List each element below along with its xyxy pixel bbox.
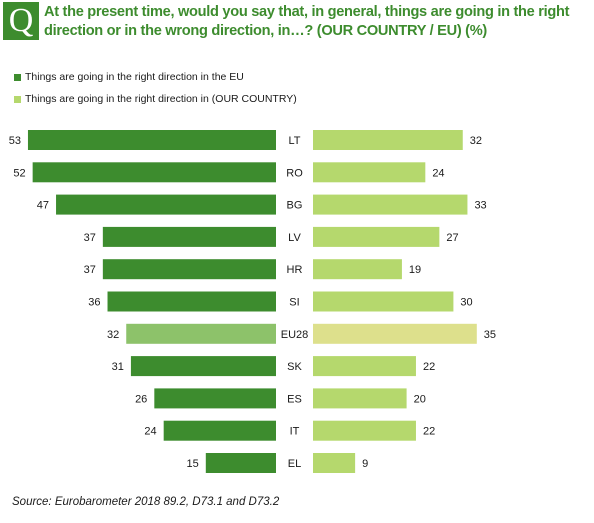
- value-label-country-it: 22: [423, 426, 435, 438]
- value-label-eu-it: 24: [144, 426, 156, 438]
- value-label-eu-eu28: 32: [107, 329, 119, 341]
- bar-eu-it: [163, 420, 276, 441]
- value-label-country-hr: 19: [409, 264, 421, 276]
- value-label-country-lv: 27: [446, 232, 458, 244]
- category-label-lt: LT: [288, 135, 300, 147]
- bar-country-es: [313, 388, 407, 409]
- source-note: Source: Eurobarometer 2018 89.2, D73.1 a…: [12, 496, 280, 508]
- category-label-es: ES: [287, 393, 302, 405]
- bar-country-si: [313, 291, 454, 312]
- bar-country-eu28: [313, 323, 477, 344]
- bar-country-ro: [313, 162, 426, 183]
- bar-eu-es: [154, 388, 276, 409]
- question-badge: Q: [3, 2, 39, 40]
- legend-item-eu: Things are going in the right direction …: [14, 71, 244, 83]
- category-label-hr: HR: [287, 264, 303, 276]
- bar-eu-bg: [56, 194, 276, 215]
- legend-label-eu: Things are going in the right direction …: [25, 71, 244, 83]
- category-label-bg: BG: [287, 200, 303, 212]
- bar-country-lt: [313, 130, 463, 150]
- bar-eu-lv: [102, 226, 276, 247]
- chart-title: At the present time, would you say that,…: [44, 4, 570, 39]
- bar-country-it: [313, 420, 416, 441]
- bar-country-lv: [313, 226, 440, 247]
- value-label-eu-hr: 37: [84, 264, 96, 276]
- value-label-country-bg: 33: [474, 200, 486, 212]
- category-label-el: EL: [288, 458, 301, 470]
- bar-eu-el: [205, 453, 276, 473]
- bar-eu-hr: [102, 259, 276, 280]
- bar-eu-si: [107, 291, 277, 312]
- value-label-country-es: 20: [414, 393, 426, 405]
- value-label-eu-lv: 37: [84, 232, 96, 244]
- category-label-si: SI: [289, 297, 299, 309]
- bar-country-bg: [313, 194, 468, 215]
- bar-eu-lt: [27, 130, 277, 150]
- category-label-it: IT: [290, 426, 300, 438]
- value-label-country-eu28: 35: [484, 329, 496, 341]
- bar-country-el: [313, 453, 356, 473]
- value-label-eu-el: 15: [187, 458, 199, 470]
- bar-eu-sk: [130, 356, 276, 377]
- value-label-country-lt: 32: [470, 135, 482, 147]
- category-label-lv: LV: [288, 232, 301, 244]
- category-label-sk: SK: [287, 361, 302, 373]
- legend-label-country: Things are going in the right direction …: [25, 93, 297, 105]
- diverging-bar-chart: 53 LT 32 52 RO 24 47 BG 33 37 LV 27 37 HR 19 36 SI 30 32 EU…: [9, 130, 496, 473]
- bar-country-hr: [313, 259, 402, 280]
- bar-eu-ro: [32, 162, 276, 183]
- value-label-eu-lt: 53: [9, 135, 21, 147]
- value-label-country-sk: 22: [423, 361, 435, 373]
- legend-swatch-eu: [14, 73, 21, 81]
- value-label-eu-es: 26: [135, 393, 147, 405]
- category-label-ro: RO: [286, 167, 303, 179]
- value-label-country-si: 30: [460, 297, 472, 309]
- category-label-eu28: EU28: [281, 329, 309, 341]
- bar-country-sk: [313, 356, 416, 377]
- legend-swatch-country: [14, 95, 21, 103]
- value-label-country-el: 9: [362, 458, 368, 470]
- value-label-eu-ro: 52: [13, 167, 25, 179]
- legend-item-country: Things are going in the right direction …: [14, 93, 297, 105]
- value-label-eu-sk: 31: [112, 361, 124, 373]
- value-label-eu-bg: 47: [37, 200, 49, 212]
- value-label-country-ro: 24: [432, 167, 444, 179]
- value-label-eu-si: 36: [88, 297, 100, 309]
- bar-eu-eu28: [126, 323, 277, 344]
